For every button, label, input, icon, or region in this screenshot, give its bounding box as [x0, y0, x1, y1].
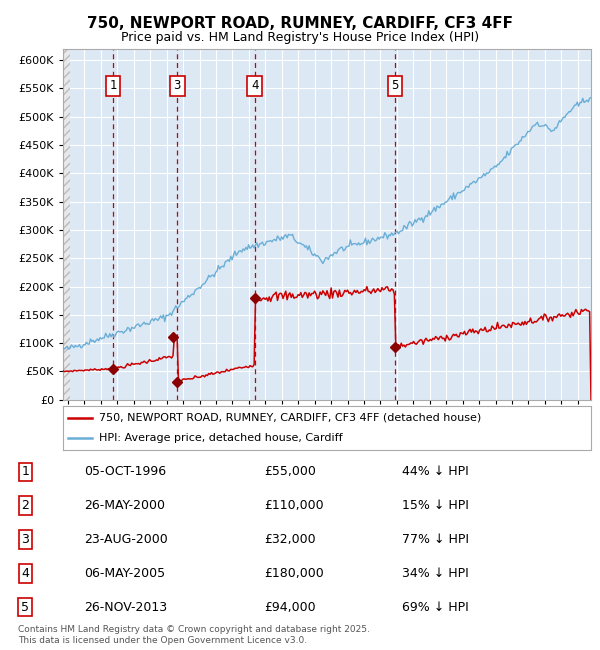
- Text: 750, NEWPORT ROAD, RUMNEY, CARDIFF, CF3 4FF (detached house): 750, NEWPORT ROAD, RUMNEY, CARDIFF, CF3 …: [99, 413, 481, 422]
- Text: 4: 4: [21, 567, 29, 580]
- Text: £55,000: £55,000: [264, 465, 316, 478]
- Text: 3: 3: [173, 79, 181, 92]
- Text: 06-MAY-2005: 06-MAY-2005: [84, 567, 165, 580]
- Text: Price paid vs. HM Land Registry's House Price Index (HPI): Price paid vs. HM Land Registry's House …: [121, 31, 479, 44]
- Text: £110,000: £110,000: [264, 499, 323, 512]
- Text: 5: 5: [21, 601, 29, 614]
- Text: Contains HM Land Registry data © Crown copyright and database right 2025.
This d: Contains HM Land Registry data © Crown c…: [18, 625, 370, 645]
- Text: 34% ↓ HPI: 34% ↓ HPI: [402, 567, 469, 580]
- Text: £32,000: £32,000: [264, 533, 316, 546]
- Text: 15% ↓ HPI: 15% ↓ HPI: [402, 499, 469, 512]
- Text: 1: 1: [109, 79, 117, 92]
- Text: 44% ↓ HPI: 44% ↓ HPI: [402, 465, 469, 478]
- Text: 4: 4: [251, 79, 259, 92]
- Text: 2: 2: [21, 499, 29, 512]
- Text: 26-NOV-2013: 26-NOV-2013: [84, 601, 167, 614]
- Text: 77% ↓ HPI: 77% ↓ HPI: [402, 533, 469, 546]
- Text: 1: 1: [21, 465, 29, 478]
- Text: £94,000: £94,000: [264, 601, 316, 614]
- Text: 26-MAY-2000: 26-MAY-2000: [84, 499, 165, 512]
- Text: 5: 5: [392, 79, 399, 92]
- Text: 750, NEWPORT ROAD, RUMNEY, CARDIFF, CF3 4FF: 750, NEWPORT ROAD, RUMNEY, CARDIFF, CF3 …: [87, 16, 513, 31]
- Text: 23-AUG-2000: 23-AUG-2000: [84, 533, 168, 546]
- Text: HPI: Average price, detached house, Cardiff: HPI: Average price, detached house, Card…: [99, 433, 343, 443]
- Text: 3: 3: [21, 533, 29, 546]
- Text: £180,000: £180,000: [264, 567, 324, 580]
- Text: 69% ↓ HPI: 69% ↓ HPI: [402, 601, 469, 614]
- Text: 05-OCT-1996: 05-OCT-1996: [84, 465, 166, 478]
